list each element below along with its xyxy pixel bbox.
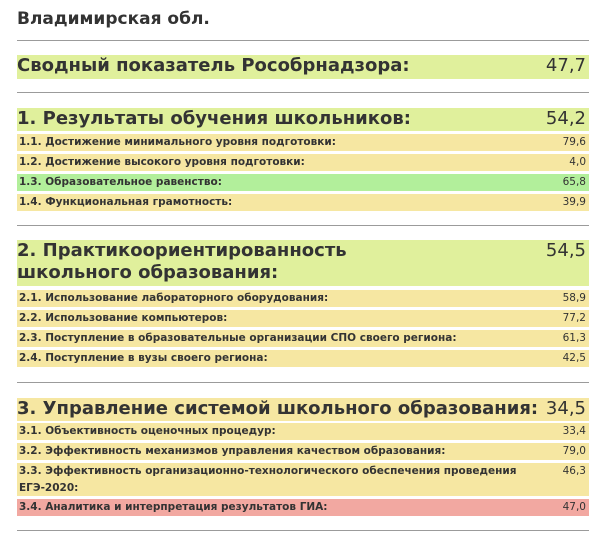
- indicator-value: 33,4: [562, 425, 586, 437]
- indicator-label: 2.4. Поступление в вузы своего региона:: [19, 352, 268, 364]
- indicator-value: 47,0: [562, 501, 586, 513]
- indicator-label: 3.1. Объективность оценочных процедур:: [19, 425, 276, 437]
- indicator-value: 4,0: [569, 156, 586, 168]
- indicator-value: 79,0: [562, 445, 586, 457]
- indicator-value: 39,9: [562, 196, 586, 208]
- indicator-label: 3.2. Эффективность механизмов управления…: [19, 445, 446, 457]
- indicator-value: 46,3: [562, 465, 586, 477]
- indicator-2-3-row: 2.3. Поступление в образовательные орган…: [17, 330, 589, 347]
- section-1-value: 54,2: [545, 108, 586, 129]
- section-3-label: 3. Управление системой школьного образов…: [17, 398, 539, 419]
- indicator-label: 3.3. Эффективность организационно-технол…: [19, 465, 517, 494]
- section-2-label: 2. Практикоориентированность школьного о…: [17, 240, 347, 283]
- indicator-label: 1.2. Достижение высокого уровня подготов…: [19, 156, 305, 168]
- indicator-2-2-row: 2.2. Использование компьютеров: 77,2: [17, 310, 589, 327]
- indicator-3-3-row: 3.3. Эффективность организационно-технол…: [17, 463, 589, 496]
- indicator-value: 58,9: [562, 292, 586, 304]
- summary-label: Сводный показатель Рособрнадзора:: [17, 55, 410, 76]
- indicator-label: 1.3. Образовательное равенство:: [19, 176, 222, 188]
- indicator-3-1-row: 3.1. Объективность оценочных процедур: 3…: [17, 423, 589, 440]
- summary-row: Сводный показатель Рособрнадзора: 47,7: [17, 55, 589, 79]
- divider: [17, 40, 589, 41]
- indicator-3-4-row: 3.4. Аналитика и интерпретация результат…: [17, 499, 589, 516]
- indicator-1-2-row: 1.2. Достижение высокого уровня подготов…: [17, 154, 589, 171]
- summary-value: 47,7: [545, 55, 586, 76]
- indicator-label: 1.1. Достижение минимального уровня подг…: [19, 136, 336, 148]
- divider: [17, 530, 589, 531]
- divider: [17, 382, 589, 383]
- indicator-1-4-row: 1.4. Функциональная грамотность: 39,9: [17, 194, 589, 211]
- region-title: Владимирская обл.: [17, 9, 210, 29]
- section-3-row: 3. Управление системой школьного образов…: [17, 398, 589, 421]
- section-2-value: 54,5: [545, 240, 586, 261]
- indicator-label: 2.1. Использование лабораторного оборудо…: [19, 292, 329, 304]
- divider: [17, 225, 589, 226]
- indicator-label: 2.2. Использование компьютеров:: [19, 312, 228, 324]
- indicator-value: 79,6: [562, 136, 586, 148]
- section-1-label: 1. Результаты обучения школьников:: [17, 108, 411, 129]
- section-1-row: 1. Результаты обучения школьников: 54,2: [17, 108, 589, 131]
- divider: [17, 92, 589, 93]
- indicator-value: 77,2: [562, 312, 586, 324]
- indicator-value: 65,8: [562, 176, 586, 188]
- indicator-value: 42,5: [562, 352, 586, 364]
- indicator-1-1-row: 1.1. Достижение минимального уровня подг…: [17, 134, 589, 151]
- indicator-label: 1.4. Функциональная грамотность:: [19, 196, 233, 208]
- section-2-row: 2. Практикоориентированность школьного о…: [17, 240, 589, 286]
- indicator-value: 61,3: [562, 332, 586, 344]
- indicator-3-2-row: 3.2. Эффективность механизмов управления…: [17, 443, 589, 460]
- indicator-label: 2.3. Поступление в образовательные орган…: [19, 332, 457, 344]
- indicator-1-3-row: 1.3. Образовательное равенство: 65,8: [17, 174, 589, 191]
- indicator-2-4-row: 2.4. Поступление в вузы своего региона: …: [17, 350, 589, 367]
- indicator-label: 3.4. Аналитика и интерпретация результат…: [19, 501, 328, 513]
- indicator-2-1-row: 2.1. Использование лабораторного оборудо…: [17, 290, 589, 307]
- section-3-value: 34,5: [545, 398, 586, 419]
